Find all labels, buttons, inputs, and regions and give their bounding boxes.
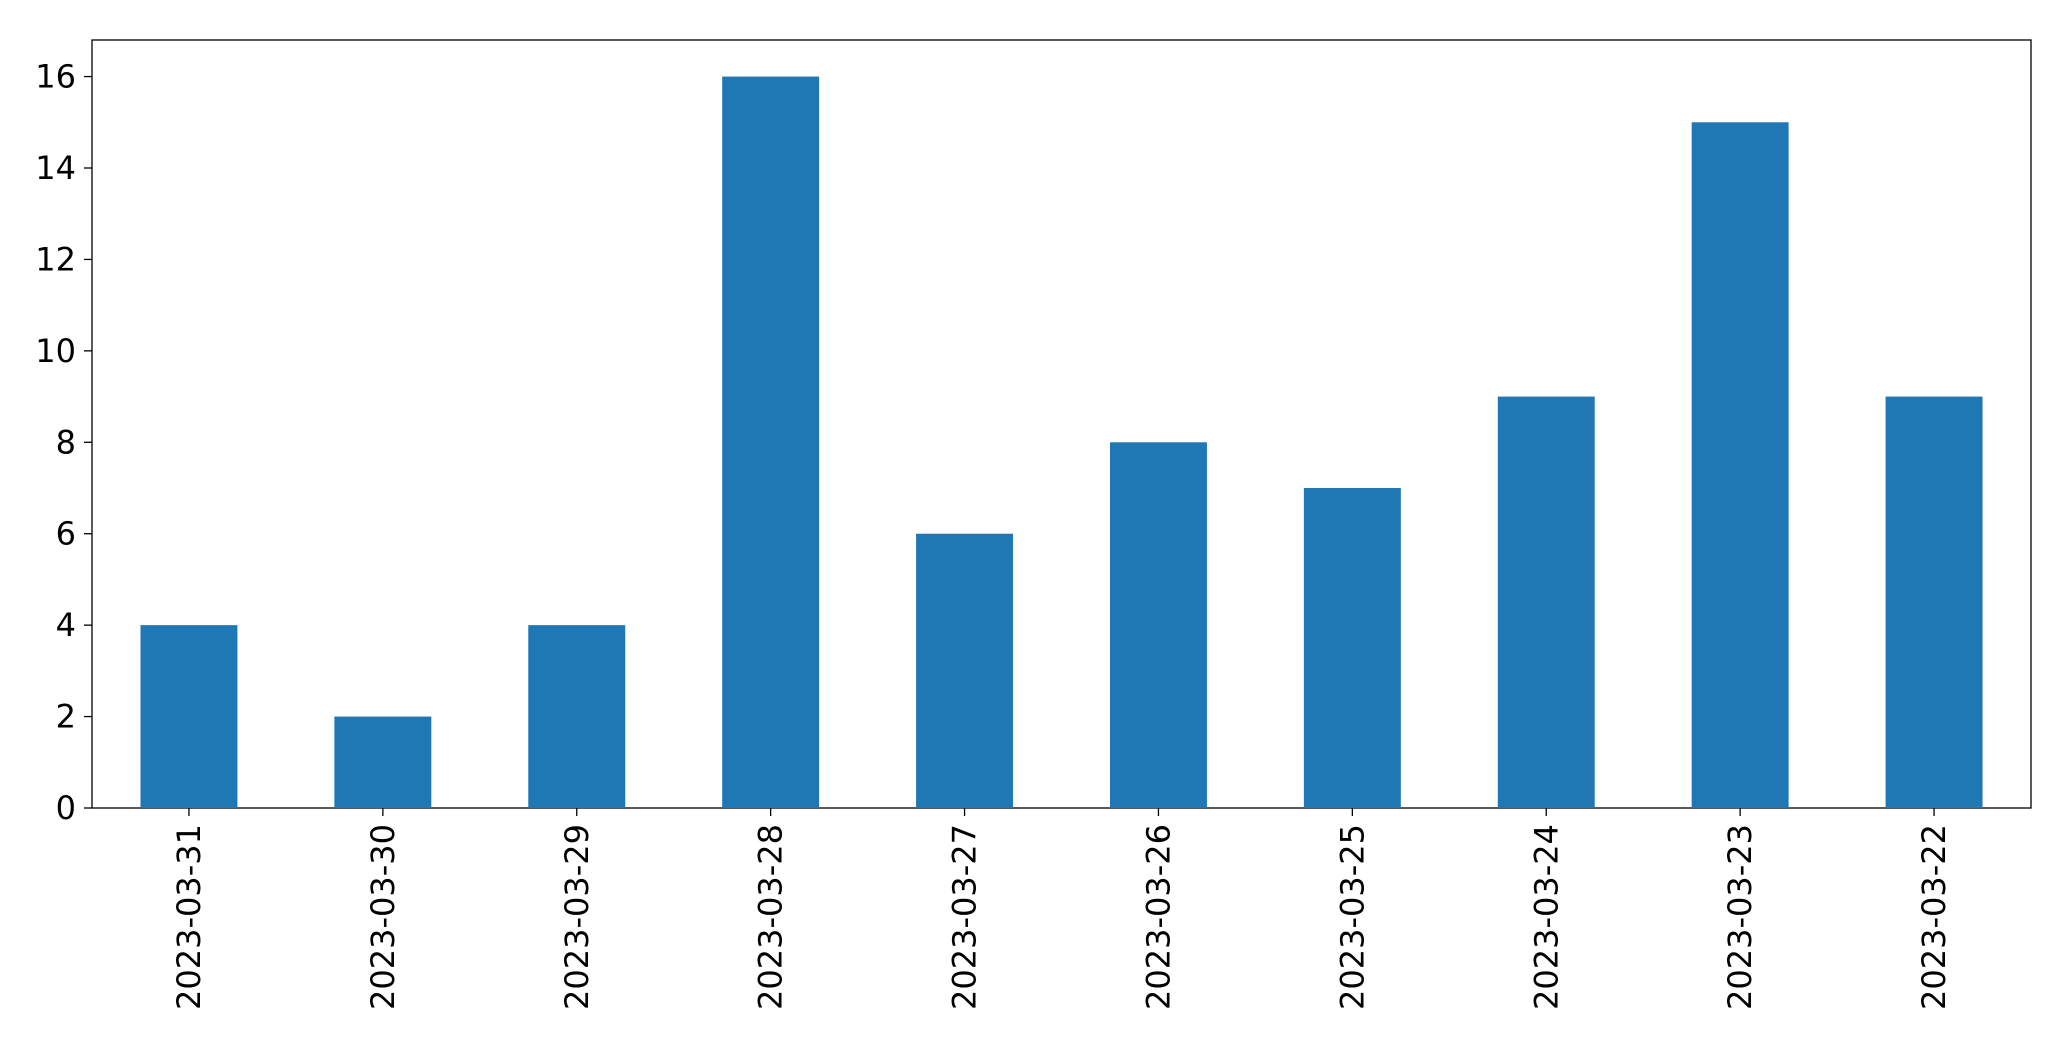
- x-tick-label: 2023-03-29: [558, 824, 596, 1010]
- bar: [1303, 488, 1401, 808]
- x-tick-label: 2023-03-26: [1139, 824, 1177, 1010]
- x-tick-label: 2023-03-24: [1527, 824, 1565, 1010]
- bar: [1497, 396, 1595, 808]
- bar: [722, 76, 820, 809]
- y-tick-label: 2: [56, 698, 76, 736]
- bar: [1691, 122, 1789, 809]
- x-tick-label: 2023-03-27: [946, 824, 984, 1010]
- bar: [916, 533, 1014, 808]
- bar: [1885, 396, 1983, 808]
- plot-frame: [91, 39, 2032, 809]
- y-tick-label: 12: [35, 240, 76, 278]
- y-tick-label: 4: [56, 606, 76, 644]
- x-tick-label: 2023-03-23: [1721, 824, 1759, 1010]
- bar: [140, 625, 238, 808]
- x-tick-label: 2023-03-22: [1915, 824, 1953, 1010]
- bar: [1109, 442, 1207, 808]
- x-tick-label: 2023-03-30: [364, 824, 402, 1010]
- bar: [334, 716, 432, 808]
- x-tick-label: 2023-03-31: [170, 824, 208, 1010]
- y-tick-label: 8: [56, 423, 76, 461]
- x-tick-label: 2023-03-25: [1333, 824, 1371, 1010]
- y-tick-label: 16: [35, 58, 76, 96]
- x-tick-label: 2023-03-28: [752, 824, 790, 1010]
- y-tick-label: 14: [35, 149, 76, 187]
- y-tick-label: 0: [56, 789, 76, 827]
- y-tick-label: 6: [56, 515, 76, 553]
- bar: [528, 625, 626, 808]
- y-tick-label: 10: [35, 332, 76, 370]
